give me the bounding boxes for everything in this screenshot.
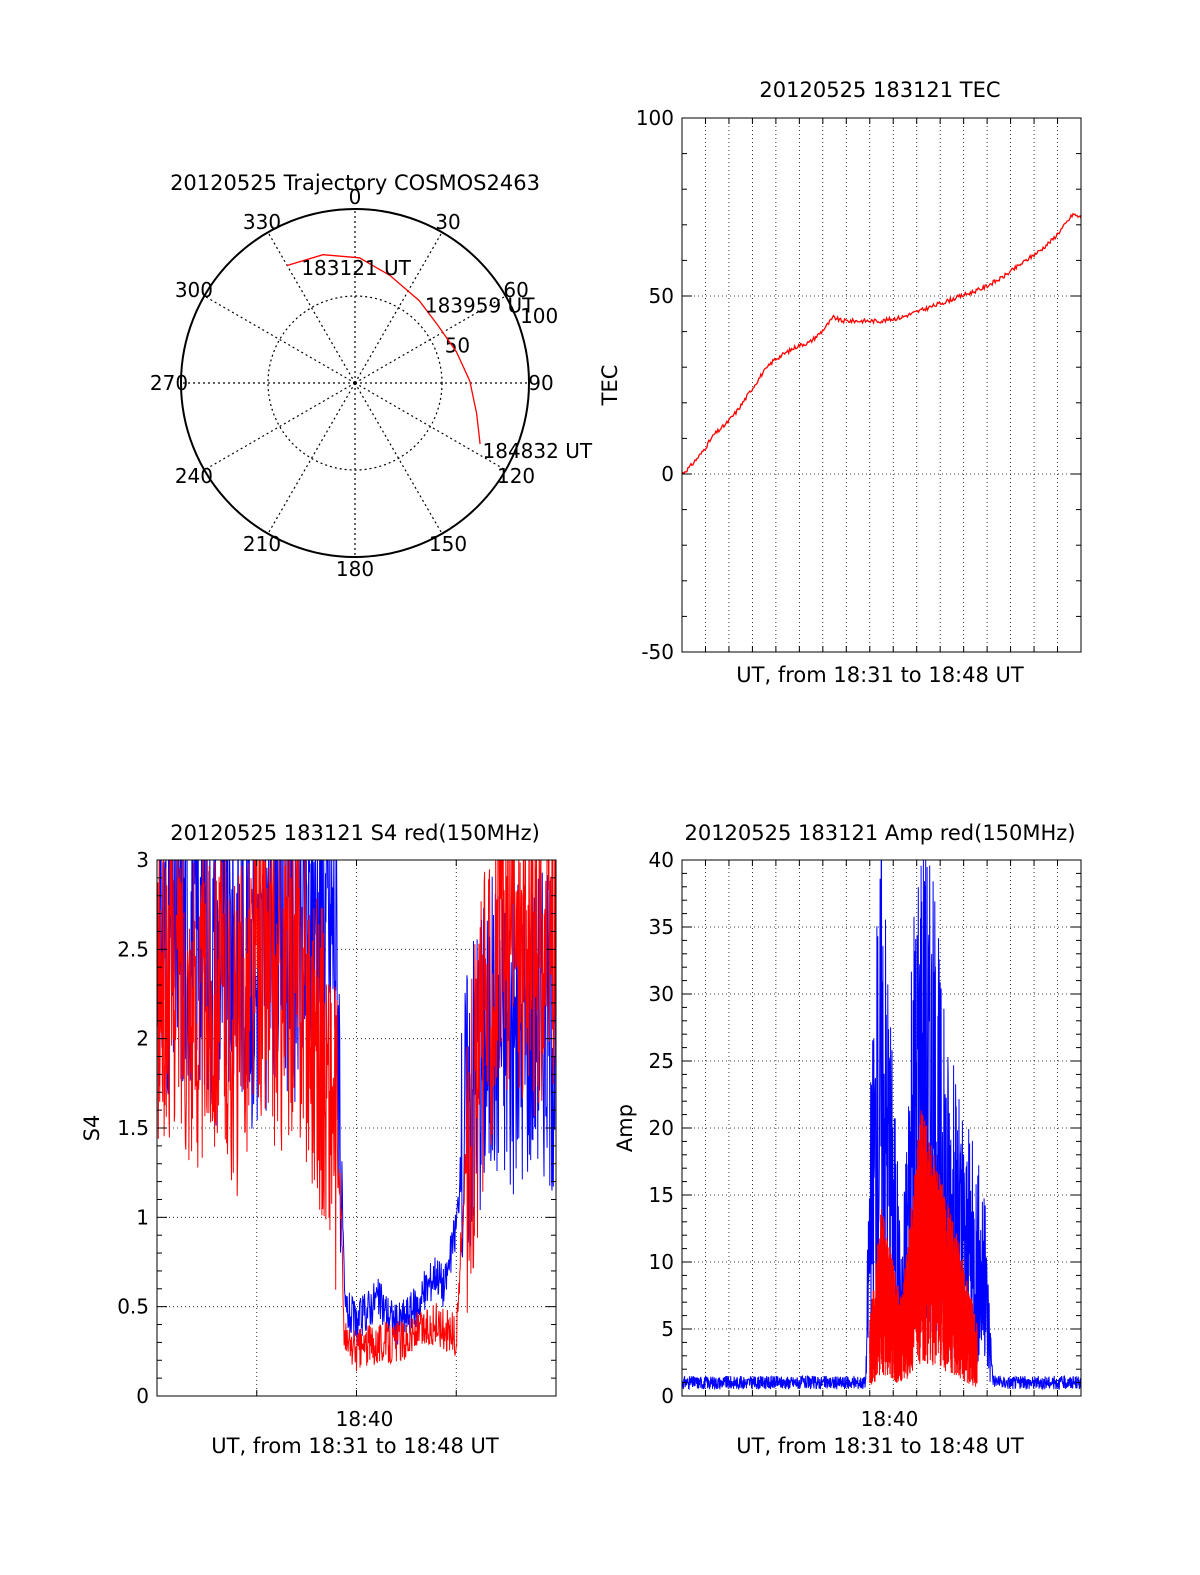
y-tick-label: 20 xyxy=(649,1116,674,1140)
tec-grid xyxy=(682,118,1081,652)
s4-xlabel: UT, from 18:31 to 18:48 UT xyxy=(211,1434,499,1458)
y-tick-label: 0 xyxy=(661,1384,674,1408)
tec-xlabel: UT, from 18:31 to 18:48 UT xyxy=(736,663,1024,687)
polar-annotations: 183121 UT 183959 UT 184832 UT xyxy=(301,256,593,463)
polar-angle-label: 300 xyxy=(175,278,213,302)
amp-title: 20120525 183121 Amp red(150MHz) xyxy=(684,821,1075,845)
y-tick-label: -50 xyxy=(641,640,674,664)
y-tick-label: 1 xyxy=(136,1205,149,1229)
tec-panel: 20120525 183121 TEC -50 0 50 100 UT, from 1… xyxy=(598,78,1082,687)
x-tick-label: 18:40 xyxy=(336,1407,394,1431)
y-tick-label: 3 xyxy=(136,848,149,872)
s4-x-ticks: 18:40 xyxy=(256,860,457,1431)
y-tick-label: 0 xyxy=(136,1384,149,1408)
series-line xyxy=(682,860,1081,1391)
y-tick-label: 35 xyxy=(649,915,674,939)
polar-angle-label: 240 xyxy=(175,464,213,488)
polar-spoke xyxy=(267,382,356,534)
y-tick-label: 1.5 xyxy=(117,1116,149,1140)
trajectory-time-label: 183121 UT xyxy=(301,256,411,280)
s4-y-ticks: 0 0.5 1 1.5 2 2.5 3 xyxy=(117,848,556,1408)
polar-angle-label: 0 xyxy=(349,185,362,209)
polar-outer-circle xyxy=(180,208,530,558)
series-line xyxy=(869,1110,978,1387)
polar-radial-label: 100 xyxy=(520,304,558,328)
y-tick-label: 5 xyxy=(661,1317,674,1341)
y-tick-label: 2 xyxy=(136,1027,149,1051)
y-tick-label: 100 xyxy=(636,106,674,130)
polar-spoke xyxy=(354,382,506,471)
amp-y-ticks: 0 5 10 15 20 25 30 35 40 xyxy=(649,848,1081,1408)
polar-angle-label: 150 xyxy=(429,532,467,556)
tec-title: 20120525 183121 TEC xyxy=(759,78,1000,102)
tec-x-ticks xyxy=(704,118,1059,652)
polar-angle-label: 30 xyxy=(435,210,460,234)
y-tick-label: 40 xyxy=(649,848,674,872)
polar-trajectory-panel: 20120525 Trajectory COSMOS2463 0 30 60 90 12… xyxy=(150,171,593,581)
amp-panel: 20120525 183121 Amp red(150MHz) 0 5 10 15 20… xyxy=(613,821,1082,1458)
polar-spoke xyxy=(354,232,443,384)
amp-x-ticks: 18:40 xyxy=(704,860,1059,1431)
polar-angle-label: 330 xyxy=(243,210,281,234)
s4-ylabel: S4 xyxy=(80,1115,104,1142)
y-tick-label: 0.5 xyxy=(117,1295,149,1319)
tec-ylabel: TEC xyxy=(598,365,622,407)
polar-angle-label: 270 xyxy=(150,371,188,395)
series-line xyxy=(682,212,1081,475)
y-tick-label: 30 xyxy=(649,982,674,1006)
s4-series xyxy=(157,860,556,1372)
y-tick-label: 25 xyxy=(649,1049,674,1073)
polar-grid xyxy=(180,208,530,558)
s4-title: 20120525 183121 S4 red(150MHz) xyxy=(170,821,540,845)
trajectory-time-label: 183959 UT xyxy=(425,293,535,317)
polar-title: 20120525 Trajectory COSMOS2463 xyxy=(170,171,540,195)
polar-series xyxy=(286,254,481,445)
y-tick-label: 50 xyxy=(649,284,674,308)
y-tick-label: 2.5 xyxy=(117,937,149,961)
polar-spoke xyxy=(204,295,356,384)
y-tick-label: 10 xyxy=(649,1250,674,1274)
polar-spoke xyxy=(354,295,506,384)
polar-angle-labels: 0 30 60 90 120 150 180 210 240 270 300 330 xyxy=(150,185,554,581)
trajectory-line xyxy=(286,254,481,445)
tec-y-ticks: -50 0 50 100 xyxy=(636,106,1081,664)
polar-angle-label: 90 xyxy=(528,371,553,395)
series-line xyxy=(157,860,556,1372)
polar-spoke xyxy=(204,382,356,471)
y-tick-label: 0 xyxy=(661,462,674,486)
polar-angle-label: 60 xyxy=(503,278,528,302)
polar-spoke xyxy=(267,232,356,384)
trajectory-time-label: 184832 UT xyxy=(483,439,593,463)
tec-series xyxy=(682,212,1081,475)
polar-angle-label: 210 xyxy=(243,532,281,556)
x-tick-label: 18:40 xyxy=(861,1407,919,1431)
tec-plot-frame xyxy=(681,117,1082,653)
amp-xlabel: UT, from 18:31 to 18:48 UT xyxy=(736,1434,1024,1458)
polar-angle-label: 120 xyxy=(497,464,535,488)
s4-panel: 20120525 183121 S4 red(150MHz) 0 0.5 1 1.5 2… xyxy=(80,821,557,1458)
amp-series xyxy=(682,860,1081,1391)
amp-ylabel: Amp xyxy=(613,1104,637,1152)
polar-spoke xyxy=(354,382,443,534)
polar-angle-label: 180 xyxy=(336,557,374,581)
y-tick-label: 15 xyxy=(649,1183,674,1207)
